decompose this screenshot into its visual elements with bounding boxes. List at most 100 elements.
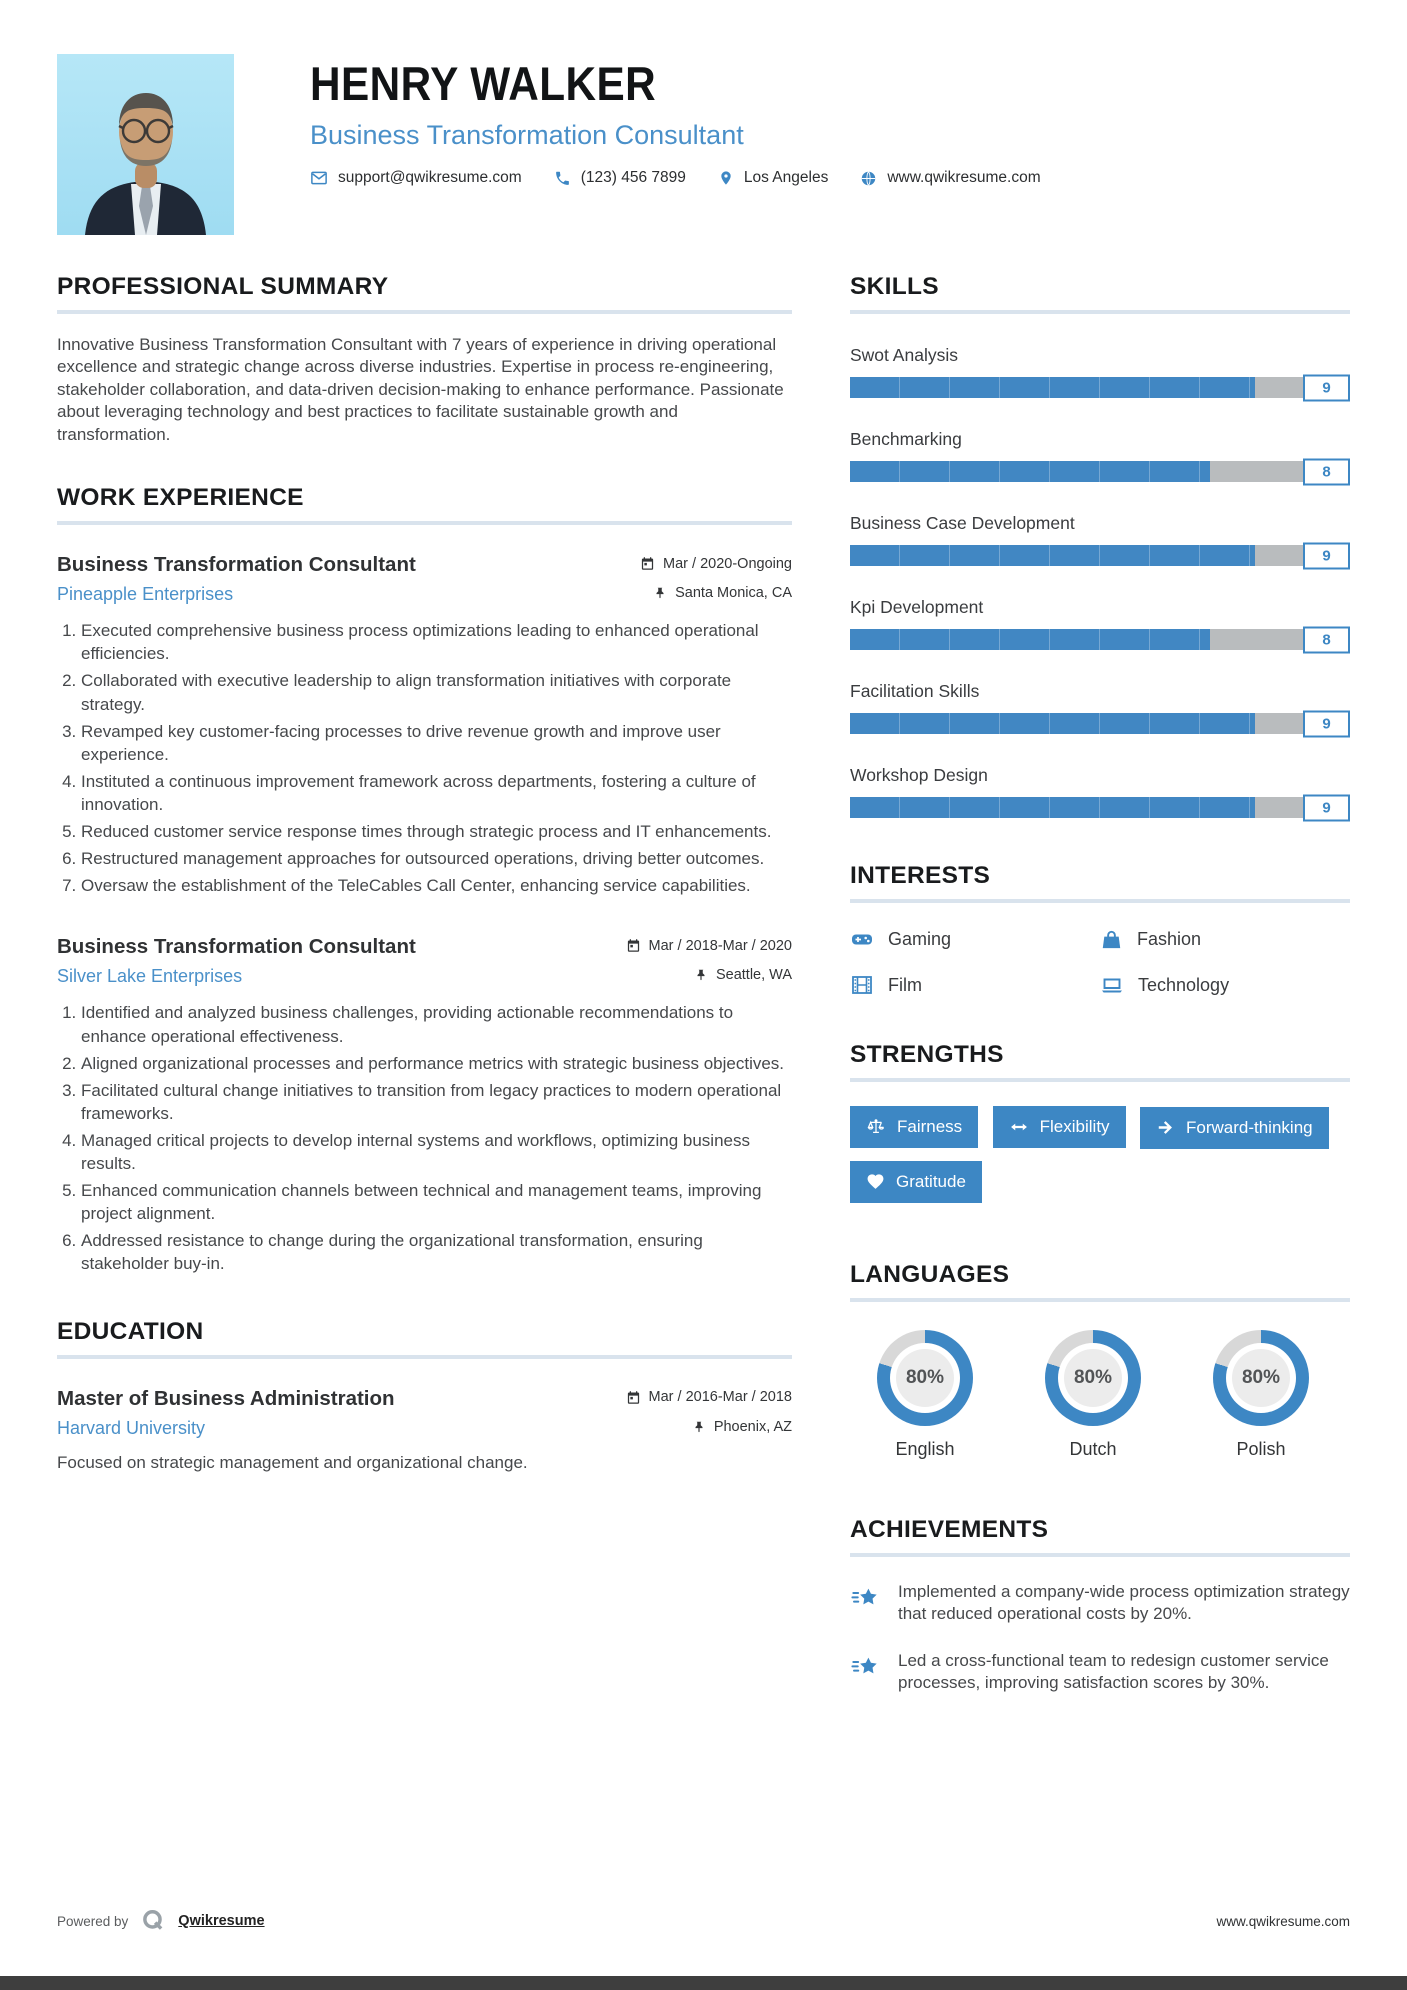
skill-bar: 9: [850, 374, 1350, 401]
skill-bar-fill: [850, 461, 1210, 482]
education-location-text: Phoenix, AZ: [713, 1418, 792, 1435]
language-name: English: [895, 1438, 955, 1459]
strength-label: Gratitude: [896, 1171, 966, 1191]
skill-score-badge: 9: [1303, 710, 1350, 737]
bullet-item: Restructured management approaches for o…: [81, 847, 792, 870]
job-bullet-list: Executed comprehensive business process …: [57, 619, 792, 897]
qwikresume-link[interactable]: Qwikresume: [178, 1913, 265, 1929]
skill-bar-fill: [850, 713, 1255, 734]
education-entry: Master of Business Administration Mar / …: [57, 1387, 792, 1473]
strength-badge: Flexibility: [992, 1106, 1126, 1148]
achievement-text: Led a cross-functional team to redesign …: [898, 1650, 1329, 1693]
bullet-item: Instituted a continuous improvement fram…: [81, 770, 792, 816]
bullet-item: Collaborated with executive leadership t…: [81, 669, 792, 715]
heart-icon: [866, 1172, 885, 1191]
heading-rule: [850, 899, 1350, 903]
strength-label: Flexibility: [1039, 1117, 1110, 1136]
left-right-arrow-icon: [1009, 1117, 1029, 1137]
skill-bar: 9: [850, 542, 1350, 569]
job-location: Santa Monica, CA: [653, 585, 792, 601]
strength-badge: Gratitude: [850, 1160, 982, 1203]
job-title: Business Transformation Consultant: [57, 935, 416, 959]
footer-website: www.qwikresume.com: [1216, 1913, 1350, 1929]
language-percent: 80%: [896, 1348, 954, 1407]
skill-score-badge: 9: [1303, 794, 1350, 821]
skill-row: Workshop Design 9: [850, 765, 1350, 821]
school-link[interactable]: Harvard University: [57, 1417, 206, 1438]
skill-label: Kpi Development: [850, 597, 984, 617]
language-percent: 80%: [1064, 1348, 1122, 1407]
language-name: Polish: [1236, 1438, 1286, 1459]
skill-score-badge: 8: [1303, 458, 1350, 485]
skill-row: Benchmarking 8: [850, 429, 1350, 485]
company-link[interactable]: Silver Lake Enterprises: [57, 966, 243, 987]
strength-badge: Fairness: [850, 1106, 979, 1148]
company-link[interactable]: Pineapple Enterprises: [57, 584, 234, 605]
interest-label: Film: [888, 974, 922, 995]
summary-heading: PROFESSIONAL SUMMARY: [57, 273, 389, 300]
section-work-experience: WORK EXPERIENCE Business Transformation …: [57, 484, 792, 1275]
section-achievements: ACHIEVEMENTS Implemented a company-wide …: [850, 1516, 1350, 1695]
skill-bar: 9: [850, 794, 1350, 821]
job-title: Business Transformation Consultant: [57, 553, 416, 577]
job-bullet-list: Identified and analyzed business challen…: [57, 1001, 792, 1275]
skill-bar-fill: [850, 377, 1255, 398]
language-donut: 80%: [1045, 1329, 1141, 1426]
job-date: Mar / 2018-Mar / 2020: [626, 938, 792, 954]
interest-item: Fashion: [1100, 927, 1350, 951]
skill-label: Swot Analysis: [850, 345, 958, 365]
header: HENRY WALKER Business Transformation Con…: [57, 0, 1350, 235]
education-note: Focused on strategic management and orga…: [57, 1452, 528, 1472]
interests-grid: Gaming Fashion Film: [850, 927, 1350, 997]
calendar-icon: [626, 938, 641, 953]
bullet-item: Aligned organizational processes and per…: [81, 1052, 792, 1075]
job-location-text: Santa Monica, CA: [675, 585, 792, 602]
degree-title: Master of Business Administration: [57, 1386, 395, 1410]
job-entry: Business Transformation Consultant Mar /…: [57, 935, 792, 1275]
gamepad-icon: [850, 927, 874, 951]
skill-label: Benchmarking: [850, 429, 962, 449]
left-column: PROFESSIONAL SUMMARY Innovative Business…: [57, 273, 792, 1695]
person-name: HENRY WALKER: [310, 57, 657, 110]
pushpin-icon: [653, 586, 667, 600]
bullet-item: Reduced customer service response times …: [81, 820, 792, 843]
skill-row: Business Case Development 9: [850, 513, 1350, 569]
section-strengths: STRENGTHS Fairness Flexibility: [850, 1041, 1350, 1215]
heading-rule: [850, 1552, 1350, 1557]
right-column: SKILLS Swot Analysis 9 Benchmarking 8: [850, 273, 1350, 1695]
shooting-star-icon: [850, 1652, 882, 1695]
bullet-item: Enhanced communication channels between …: [81, 1179, 792, 1225]
calendar-icon: [640, 556, 655, 571]
person-title: Business Transformation Consultant: [310, 120, 744, 150]
arrow-right-icon: [1156, 1118, 1175, 1137]
bullet-item: Revamped key customer-facing processes t…: [81, 720, 792, 766]
skill-bar-fill: [850, 629, 1210, 650]
achievement-text: Implemented a company-wide process optim…: [898, 1581, 1350, 1624]
bullet-item: Executed comprehensive business process …: [81, 619, 792, 665]
footer-branding: Powered by Qwikresume: [57, 1908, 265, 1934]
interests-heading: INTERESTS: [850, 862, 991, 889]
achievement-item: Implemented a company-wide process optim…: [850, 1581, 1350, 1626]
languages-row: 80% English 80% Dutch: [850, 1329, 1350, 1460]
heading-rule: [57, 310, 792, 314]
language-percent: 80%: [1232, 1348, 1290, 1407]
contact-email[interactable]: support@qwikresume.com: [310, 169, 522, 187]
bottom-bar: [0, 1976, 1407, 1990]
language-item: 80% Polish: [1186, 1329, 1336, 1460]
contact-phone[interactable]: (123) 456 7899: [554, 169, 686, 187]
heading-rule: [57, 1354, 792, 1359]
education-date-text: Mar / 2016-Mar / 2018: [648, 1389, 792, 1406]
phone-icon: [554, 170, 571, 187]
scales-icon: [866, 1117, 886, 1137]
profile-photo: [57, 54, 234, 235]
job-location-text: Seattle, WA: [715, 967, 792, 984]
skill-bar: 8: [850, 626, 1350, 653]
contact-row: support@qwikresume.com (123) 456 7899 Lo…: [310, 169, 1041, 187]
bullet-item: Oversaw the establishment of the TeleCab…: [81, 874, 792, 897]
contact-website[interactable]: www.qwikresume.com: [860, 169, 1041, 187]
calendar-icon: [626, 1390, 641, 1405]
header-text: HENRY WALKER Business Transformation Con…: [310, 54, 1041, 235]
language-item: 80% Dutch: [1018, 1329, 1168, 1460]
bullet-item: Managed critical projects to develop int…: [81, 1129, 792, 1175]
skill-label: Facilitation Skills: [850, 681, 980, 701]
